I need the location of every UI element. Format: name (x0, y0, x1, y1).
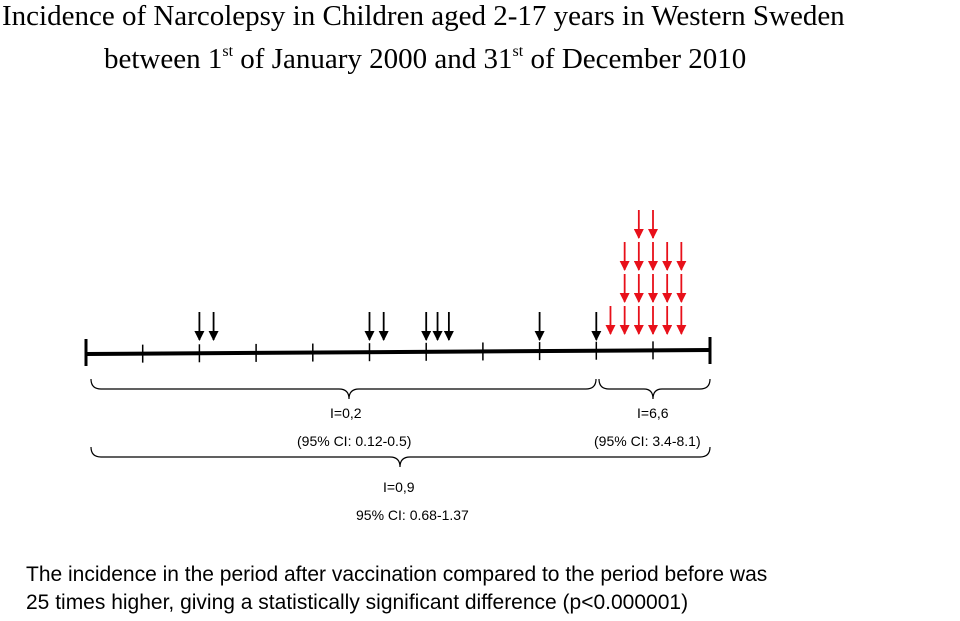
brace-after-vaccination (598, 378, 711, 400)
timeline-axis (85, 348, 711, 356)
timeline-axis-group (84, 337, 712, 366)
after-incidence-label: I=6,6 (637, 405, 669, 421)
brace-before-vaccination (90, 378, 597, 400)
title-line-1: Incidence of Narcolepsy in Children aged… (2, 0, 845, 32)
title-superscript-1: st (222, 43, 234, 60)
title-text-c: of December 2010 (523, 43, 747, 75)
title-text-a: between 1 (104, 43, 223, 75)
conclusion-line-2: 25 times higher, giving a statistically … (26, 591, 689, 614)
conclusion-text: The incidence in the period after vaccin… (26, 561, 956, 617)
overall-incidence-label: I=0,9 (383, 479, 415, 495)
brace-overall (90, 446, 711, 468)
title-line-2: between 1st of January 2000 and 31st of … (0, 34, 960, 77)
title-superscript-2: st (512, 43, 524, 60)
before-ci-label: (95% CI: 0.12-0.5) (297, 433, 411, 449)
case-arrows-group (194, 210, 687, 341)
before-incidence-label: I=0,2 (330, 405, 362, 421)
braces-group (90, 378, 711, 468)
timeline-ticks-group (141, 341, 654, 363)
title-text-b: of January 2000 and 31 (233, 43, 513, 75)
page-title: Incidence of Narcolepsy in Children aged… (0, 0, 960, 77)
overall-ci-label: 95% CI: 0.68-1.37 (356, 507, 469, 523)
after-ci-label: (95% CI: 3.4-8.1) (594, 433, 701, 449)
conclusion-line-1: The incidence in the period after vaccin… (26, 563, 768, 586)
